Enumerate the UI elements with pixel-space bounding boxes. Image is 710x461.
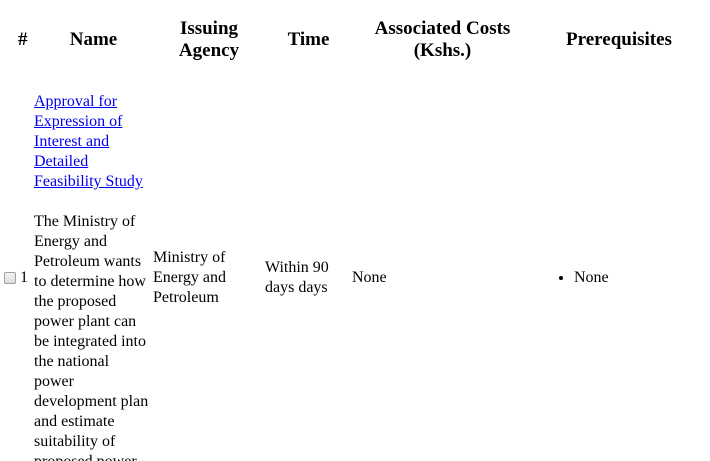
header-time: Time — [287, 29, 330, 50]
header-row: # Name Issuing Agency Time Associated Co… — [0, 0, 705, 83]
prerequisites-list: None — [533, 268, 705, 288]
header-number: # — [18, 29, 28, 50]
prerequisite-item: None — [574, 268, 705, 288]
table-header: # Name Issuing Agency Time Associated Co… — [0, 0, 705, 83]
row-checkbox[interactable] — [4, 271, 16, 284]
table-row: 1 Approval for Expression of Interest an… — [0, 83, 705, 461]
row-name-cell: Approval for Expression of Interest and … — [34, 83, 153, 461]
row-number: 1 — [20, 268, 28, 286]
row-associated-costs: None — [352, 268, 387, 286]
row-time: Within 90 days days — [265, 258, 329, 296]
row-prerequisites-cell: None — [533, 83, 705, 461]
row-checkbox-cell — [0, 83, 20, 461]
table-body: 1 Approval for Expression of Interest an… — [0, 83, 705, 461]
row-issuing-agency: Ministry of Energy and Petroleum — [153, 248, 227, 306]
header-issuing-agency: Issuing Agency — [178, 18, 240, 61]
procedure-name-link[interactable]: Approval for Expression of Interest and … — [34, 93, 143, 190]
header-associated-costs: Associated Costs (Kshs.) — [374, 18, 511, 61]
procedure-description: The Ministry of Energy and Petroleum wan… — [34, 213, 149, 461]
header-name: Name — [69, 29, 118, 50]
header-prerequisites: Prerequisites — [566, 29, 672, 50]
